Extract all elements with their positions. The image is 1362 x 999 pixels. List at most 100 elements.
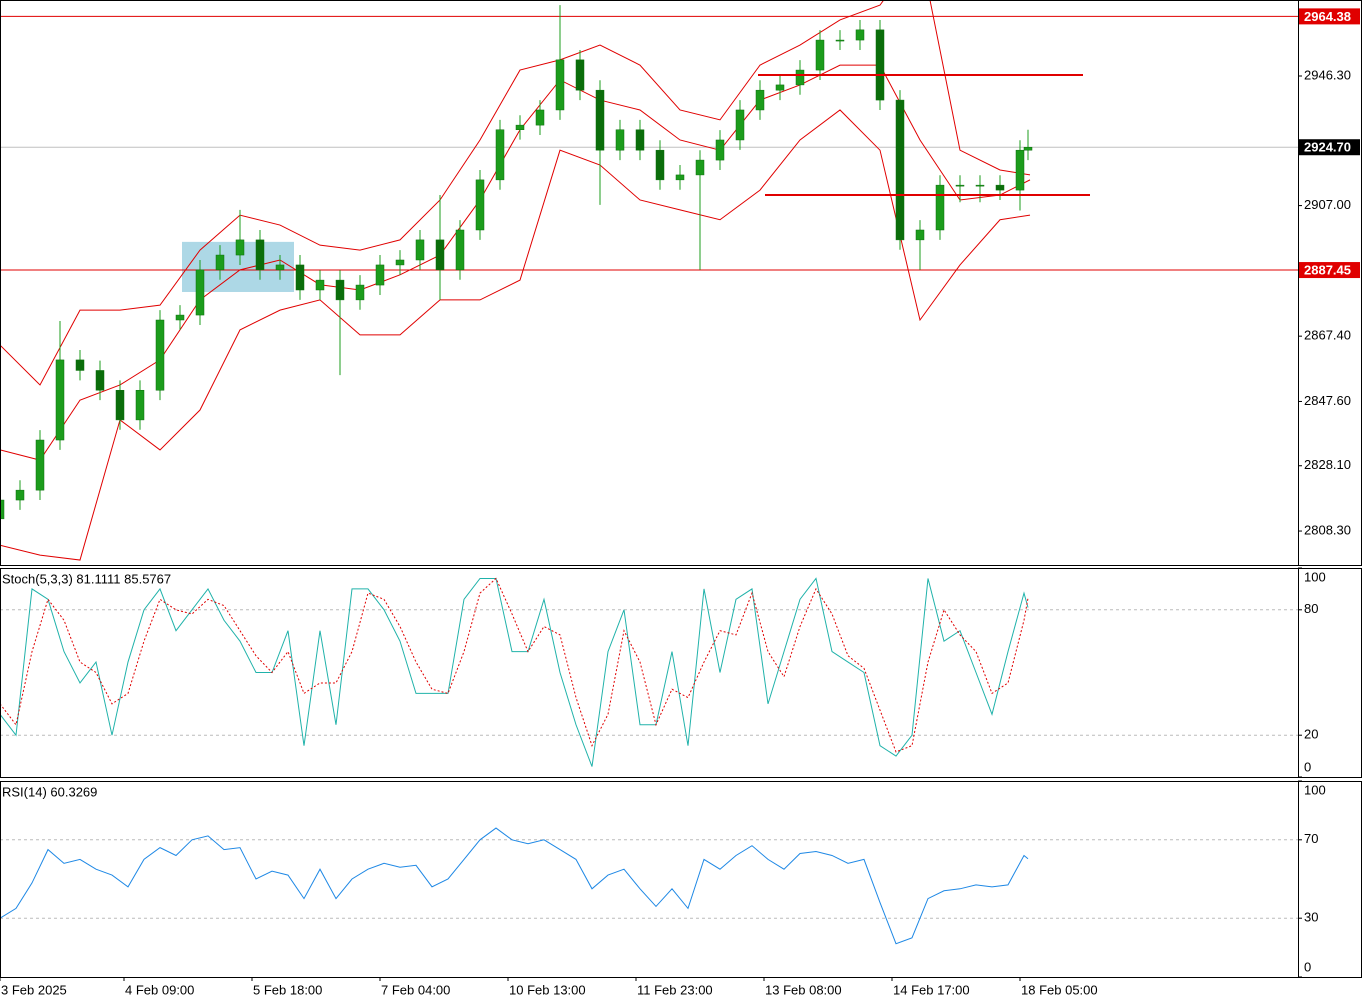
y-tick-label: 2907.00 — [1304, 197, 1351, 212]
candle-body — [135, 389, 145, 421]
candle-body — [735, 109, 745, 141]
candle-body — [575, 59, 585, 91]
x-tick-label: 18 Feb 05:00 — [1021, 982, 1098, 997]
candle-body — [775, 84, 785, 91]
x-tick-label: 14 Feb 17:00 — [893, 982, 970, 997]
candle-body — [755, 89, 765, 111]
candle-body — [415, 239, 425, 261]
y-tick-label: 2828.10 — [1304, 457, 1351, 472]
candle-body — [495, 129, 505, 181]
y-tick-label: 80 — [1304, 601, 1318, 616]
candle-body — [375, 264, 385, 286]
candle-body — [635, 129, 645, 151]
candle-body — [35, 439, 45, 491]
price-label-box — [1299, 139, 1360, 156]
axis-frame — [1298, 568, 1362, 778]
price-label: 2924.70 — [1304, 140, 1351, 155]
panel-frame — [0, 781, 1299, 978]
candle-body — [975, 184, 985, 187]
y-tick-label: 100 — [1304, 569, 1326, 584]
plot-area — [0, 0, 1298, 561]
y-tick-label: 20 — [1304, 727, 1318, 742]
candle-body — [455, 229, 465, 271]
indicator-line — [0, 577, 1029, 753]
candle-body — [815, 39, 825, 71]
price-label-box — [1299, 262, 1360, 279]
candle-body — [1015, 149, 1025, 191]
candle-body — [795, 69, 805, 86]
candle-body — [115, 389, 125, 421]
candle-body — [95, 370, 105, 391]
x-tick-label: 10 Feb 13:00 — [509, 982, 586, 997]
candle-body — [655, 149, 665, 181]
candle-body — [0, 499, 5, 520]
candle-body — [955, 184, 965, 187]
axis-frame — [1298, 0, 1362, 566]
bollinger-band — [0, 109, 1031, 561]
y-tick-label: 2867.40 — [1304, 328, 1351, 343]
candle-body — [855, 29, 865, 41]
price-label: 2964.38 — [1304, 9, 1351, 24]
candle-body — [475, 179, 485, 231]
x-tick-label: 11 Feb 23:00 — [637, 982, 713, 997]
candle-body — [895, 99, 905, 241]
y-tick-label: 30 — [1304, 910, 1318, 925]
x-tick-label: 13 Feb 08:00 — [765, 982, 842, 997]
y-tick-label: 2808.30 — [1304, 522, 1351, 537]
candle-body — [395, 259, 405, 266]
candle-body — [295, 264, 305, 291]
candle-body — [315, 279, 325, 291]
candle-body — [255, 239, 265, 271]
candle-body — [675, 174, 685, 181]
bollinger-band — [0, 0, 1031, 386]
panel-title: Stoch(5,3,3) 81.1111 85.5767 — [2, 571, 171, 586]
plot-area — [0, 577, 1298, 767]
price-label: 2887.45 — [1304, 262, 1351, 277]
candle-body — [335, 279, 345, 301]
candle-body — [515, 124, 525, 131]
candle-body — [915, 229, 925, 241]
y-tick-label: 70 — [1304, 831, 1318, 846]
candle-body — [55, 359, 65, 441]
indicator-line — [0, 827, 1029, 945]
candle-body — [75, 359, 85, 371]
candle-body — [995, 184, 1005, 191]
candle-body — [15, 489, 25, 501]
candle-body — [1023, 146, 1033, 151]
candle-body — [155, 319, 165, 391]
x-tick-label: 5 Feb 18:00 — [253, 982, 322, 997]
candle-body — [535, 109, 545, 126]
bollinger-band — [0, 64, 1031, 461]
axis-frame — [1298, 781, 1362, 978]
y-tick-label: 100 — [1304, 782, 1326, 797]
x-tick-label: 7 Feb 04:00 — [381, 982, 450, 997]
candle-body — [595, 89, 605, 151]
candle-body — [695, 159, 705, 176]
price-label-box — [1299, 8, 1360, 25]
panel-frame — [0, 568, 1299, 778]
x-tick-label: 4 Feb 09:00 — [125, 982, 194, 997]
candle-body — [875, 29, 885, 101]
candle-body — [235, 239, 245, 256]
candle-body — [275, 264, 285, 271]
plot-area — [0, 827, 1298, 945]
candle-body — [615, 129, 625, 151]
indicator-line — [0, 577, 1029, 767]
y-tick-label: 2946.30 — [1304, 67, 1351, 82]
x-tick-label: 3 Feb 2025 — [1, 982, 67, 997]
candle-body — [435, 239, 445, 271]
candle-body — [935, 184, 945, 231]
candle-body — [195, 269, 205, 316]
candle-body — [835, 39, 845, 42]
panel-title: RSI(14) 60.3269 — [2, 784, 97, 799]
candle-body — [175, 314, 185, 321]
candle-body — [355, 284, 365, 301]
candle-body — [215, 254, 225, 271]
y-tick-label: 0 — [1304, 959, 1311, 974]
candle-body — [555, 59, 565, 111]
candle-body — [715, 139, 725, 161]
y-tick-label: 2847.60 — [1304, 393, 1351, 408]
y-tick-label: 0 — [1304, 759, 1311, 774]
